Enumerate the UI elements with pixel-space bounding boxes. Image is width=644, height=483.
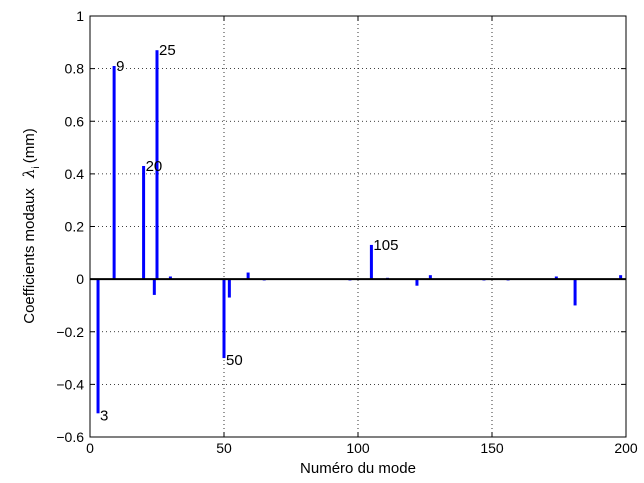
ticks (89, 15, 627, 438)
y-axis-label-symbol: λ (20, 168, 38, 179)
y-tick-label: 0 (76, 271, 84, 287)
bar (554, 276, 558, 280)
bar-label: 105 (373, 237, 398, 254)
y-tick-labels: −0.6 −0.4 −0.2 0 0.2 0.4 0.6 0.8 1 (56, 8, 84, 445)
x-tick-label: 50 (216, 440, 232, 456)
bar-labels: 3 9 20 25 50 105 (100, 42, 398, 424)
bar (573, 279, 577, 306)
bar (415, 279, 419, 286)
x-axis-label: Numéro du mode (300, 460, 416, 477)
y-tick-label: −0.2 (56, 324, 84, 340)
bar (227, 279, 231, 298)
bar-label: 9 (116, 58, 124, 75)
bar (222, 279, 226, 359)
bar (428, 275, 432, 280)
bar-label: 50 (226, 352, 243, 369)
y-tick-label: −0.6 (56, 429, 84, 445)
bar (155, 50, 159, 280)
y-axis-label-unit: (mm) (21, 128, 38, 163)
y-tick-label: 0.4 (65, 166, 85, 182)
y-tick-label: 0.6 (65, 113, 85, 129)
y-axis-label-text: Coefficients modaux (21, 188, 38, 324)
x-tick-label: 100 (346, 440, 370, 456)
y-axis-label-subscript: i (31, 166, 42, 168)
bar-label: 20 (146, 158, 163, 175)
bar (142, 165, 146, 280)
y-tick-label: −0.4 (56, 376, 84, 392)
y-axis-label: Coefficients modaux λi (mm) (20, 128, 42, 324)
bar (152, 279, 156, 295)
bar (246, 272, 250, 280)
bar-label: 25 (159, 42, 176, 59)
bar (369, 244, 373, 280)
bar (168, 276, 172, 280)
y-tick-label: 0.2 (65, 219, 85, 235)
bar (619, 275, 623, 280)
y-tick-label: 0.8 (65, 61, 85, 77)
x-tick-label: 200 (614, 440, 638, 456)
bar-label: 3 (100, 407, 108, 424)
x-tick-label: 150 (480, 440, 504, 456)
bar (96, 279, 100, 414)
bar (112, 65, 116, 280)
y-tick-label: 1 (76, 8, 84, 24)
x-tick-labels: 0 50 100 150 200 (86, 440, 638, 456)
x-tick-label: 0 (86, 440, 94, 456)
